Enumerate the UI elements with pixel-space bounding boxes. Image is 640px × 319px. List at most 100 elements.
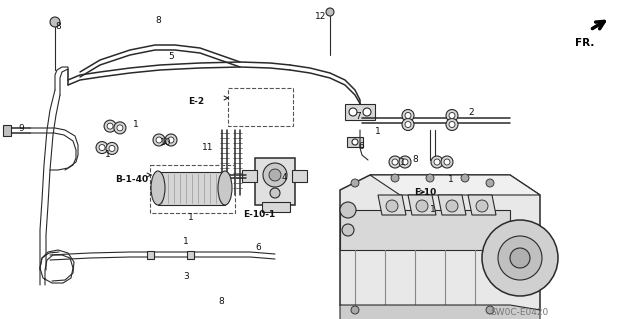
Polygon shape — [99, 145, 116, 152]
Polygon shape — [449, 113, 456, 128]
Circle shape — [107, 123, 113, 129]
Circle shape — [446, 118, 458, 130]
Text: SW0C-E0420: SW0C-E0420 — [490, 308, 548, 317]
Circle shape — [363, 108, 371, 116]
Circle shape — [449, 113, 455, 118]
Polygon shape — [340, 305, 540, 319]
Circle shape — [431, 156, 443, 168]
Text: 3: 3 — [183, 272, 189, 281]
Circle shape — [153, 134, 165, 146]
Circle shape — [352, 139, 358, 145]
Polygon shape — [408, 195, 436, 215]
Text: 5: 5 — [168, 52, 173, 61]
Bar — [3, 125, 11, 136]
Circle shape — [351, 306, 359, 314]
Circle shape — [117, 125, 123, 131]
Ellipse shape — [151, 171, 165, 205]
Text: B-1-40: B-1-40 — [115, 175, 148, 184]
Polygon shape — [404, 113, 412, 128]
Circle shape — [165, 134, 177, 146]
Bar — [292, 170, 307, 182]
Circle shape — [340, 202, 356, 218]
Circle shape — [168, 137, 174, 143]
Circle shape — [104, 120, 116, 132]
Circle shape — [434, 159, 440, 165]
Circle shape — [402, 118, 414, 130]
Circle shape — [349, 108, 357, 116]
Bar — [150, 165, 235, 213]
Circle shape — [486, 306, 494, 314]
Text: E-10-1: E-10-1 — [243, 210, 275, 219]
Circle shape — [392, 159, 398, 165]
Circle shape — [476, 200, 488, 212]
Text: FR.: FR. — [575, 38, 595, 48]
Circle shape — [405, 122, 411, 128]
Circle shape — [263, 163, 287, 187]
Circle shape — [114, 122, 126, 134]
Polygon shape — [438, 195, 466, 215]
Text: 6: 6 — [358, 142, 364, 151]
Ellipse shape — [218, 171, 232, 205]
Polygon shape — [347, 137, 363, 147]
Polygon shape — [345, 104, 375, 120]
Polygon shape — [147, 251, 154, 259]
Text: 4: 4 — [282, 173, 287, 182]
Circle shape — [416, 200, 428, 212]
Circle shape — [96, 142, 108, 153]
Circle shape — [446, 109, 458, 122]
Text: 1: 1 — [183, 237, 189, 246]
Circle shape — [399, 156, 411, 168]
Circle shape — [351, 179, 359, 187]
Text: 1: 1 — [105, 150, 111, 159]
Circle shape — [50, 17, 60, 27]
Polygon shape — [468, 195, 496, 215]
Polygon shape — [156, 137, 175, 143]
Text: 1: 1 — [133, 120, 139, 129]
Bar — [262, 202, 290, 212]
Text: 7: 7 — [355, 112, 361, 121]
Circle shape — [391, 174, 399, 182]
Polygon shape — [340, 210, 510, 250]
Circle shape — [402, 159, 408, 165]
Text: 10: 10 — [160, 138, 172, 147]
Circle shape — [270, 188, 280, 198]
Circle shape — [269, 169, 281, 181]
Circle shape — [99, 145, 105, 151]
Circle shape — [405, 113, 411, 118]
Text: 6: 6 — [255, 243, 260, 252]
Text: 8: 8 — [412, 155, 418, 164]
Text: 2: 2 — [468, 108, 474, 117]
Text: 8: 8 — [218, 297, 224, 306]
Text: 1: 1 — [375, 127, 381, 136]
Text: 8: 8 — [155, 16, 161, 25]
Circle shape — [449, 122, 455, 128]
Text: 1: 1 — [400, 158, 406, 167]
Circle shape — [510, 248, 530, 268]
Text: 1: 1 — [448, 175, 454, 184]
Polygon shape — [340, 175, 540, 319]
Circle shape — [389, 156, 401, 168]
Circle shape — [402, 109, 414, 122]
Polygon shape — [186, 251, 193, 259]
Text: 9: 9 — [18, 124, 24, 133]
Polygon shape — [370, 175, 540, 195]
Circle shape — [444, 159, 450, 165]
Bar — [228, 88, 293, 126]
Circle shape — [498, 236, 542, 280]
Circle shape — [106, 143, 118, 154]
Polygon shape — [106, 123, 124, 131]
Circle shape — [426, 174, 434, 182]
Polygon shape — [158, 172, 225, 205]
Circle shape — [486, 179, 494, 187]
Text: 12: 12 — [315, 12, 326, 21]
Text: 1: 1 — [430, 205, 436, 214]
Text: 8: 8 — [55, 22, 61, 31]
Polygon shape — [378, 195, 406, 215]
Polygon shape — [392, 159, 408, 165]
Circle shape — [446, 200, 458, 212]
Polygon shape — [255, 158, 295, 205]
Text: E-10: E-10 — [414, 188, 436, 197]
Polygon shape — [433, 159, 451, 165]
Circle shape — [326, 8, 334, 16]
Circle shape — [109, 145, 115, 152]
